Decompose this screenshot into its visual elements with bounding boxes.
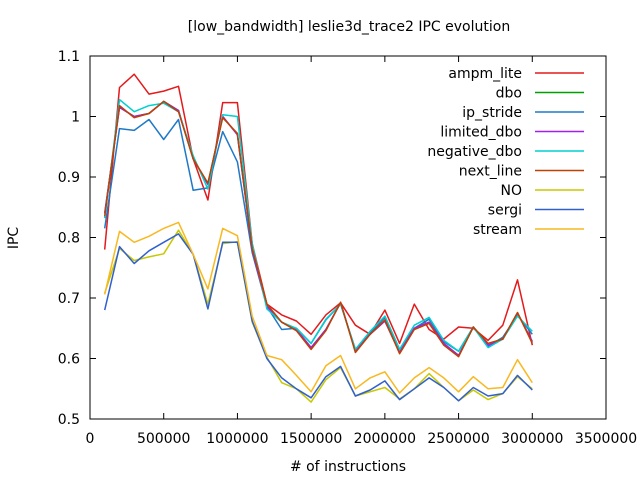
- legend-label-ip-stride: ip_stride: [462, 105, 522, 121]
- legend-label-negative-dbo: negative_dbo: [427, 144, 522, 160]
- x-tick-label: 500000: [137, 431, 190, 447]
- y-tick-label: 0.8: [58, 231, 80, 247]
- y-tick-label: 1.1: [58, 49, 80, 65]
- series-line-sergi: [103, 233, 533, 402]
- x-tick-label: 0: [86, 431, 95, 447]
- y-tick-label: 1: [71, 110, 80, 126]
- series-lines: [103, 73, 534, 403]
- legend-label-next-line: next_line: [459, 164, 522, 180]
- series-line-no: [103, 229, 533, 403]
- x-tick-label: 3500000: [575, 431, 637, 447]
- series-line-next-line: [103, 100, 533, 358]
- legend-label-limited-dbo: limited_dbo: [440, 125, 522, 141]
- plot-area: [89, 55, 607, 420]
- chart-title: [low_bandwidth] leslie3d_trace2 IPC evol…: [188, 19, 510, 35]
- series-line-ampm-lite: [103, 73, 534, 346]
- x-tick-label: 2500000: [427, 431, 489, 447]
- legend-label-ampm-lite: ampm_lite: [448, 66, 522, 82]
- legend-label-no: NO: [501, 183, 523, 199]
- x-axis-label: # of instructions: [290, 459, 406, 475]
- series-line-stream: [103, 221, 533, 394]
- legend-label-dbo: dbo: [496, 86, 522, 102]
- x-tick-label: 2000000: [354, 431, 416, 447]
- x-axis: 0 500000 1000000 1500000 2000000 2500000 30000…: [86, 56, 637, 447]
- y-tick-label: 0.6: [58, 352, 80, 368]
- legend-label-sergi: sergi: [488, 203, 522, 219]
- legend-label-stream: stream: [473, 222, 522, 238]
- y-tick-label: 0.9: [58, 170, 80, 186]
- x-tick-label: 1000000: [206, 431, 268, 447]
- x-tick-label: 1500000: [280, 431, 342, 447]
- plot-border: [89, 55, 607, 420]
- x-tick-label: 3000000: [501, 431, 563, 447]
- y-axis-label: IPC: [6, 227, 22, 250]
- y-tick-label: 0.7: [58, 291, 80, 307]
- y-axis: 0.5 0.6 0.7 0.8 0.9 1 1.1: [58, 49, 606, 428]
- y-tick-label: 0.5: [58, 412, 80, 428]
